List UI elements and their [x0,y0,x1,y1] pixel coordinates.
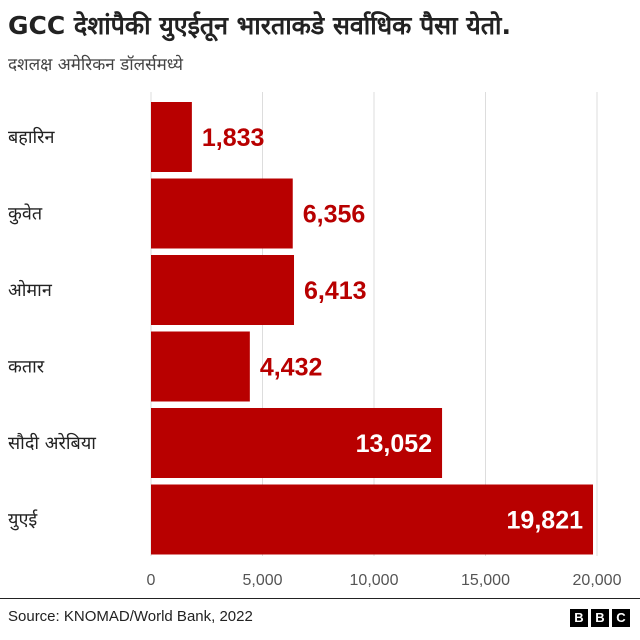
category-label: कतार [8,357,45,378]
footer: Source: KNOMAD/World Bank, 2022 B B C [0,598,640,640]
category-label: सौदी अरेबिया [8,432,96,454]
data-label: 19,821 [507,507,584,535]
bbc-logo-letter-1: B [570,609,588,627]
bbc-logo-letter-2: B [591,609,609,627]
chart-title: GCC देशांपैकी युएईतून भारताकडे सर्वाधिक … [8,11,511,40]
bar [151,178,293,249]
bbc-logo: B B C [570,609,630,627]
data-label: 1,833 [202,124,265,152]
bar [151,408,443,478]
chart-subtitle: दशलक्ष अमेरिकन डॉलर्समध्ये [8,55,184,75]
x-tick-label: 15,000 [461,572,510,589]
bar [151,102,192,172]
category-label: बहारिन [8,126,56,148]
bar [151,484,594,555]
data-label: 13,052 [356,430,432,458]
data-label: 4,432 [260,354,323,382]
bar [151,331,250,402]
data-label: 6,356 [303,201,366,229]
bbc-logo-letter-3: C [612,609,630,627]
category-label: कुवेत [8,203,43,225]
bar-chart: 0 5,000 10,000 15,000 20,000 बहारिन 1,833 कुवेत… [8,92,622,589]
category-label: युएई [8,509,38,531]
data-label: 6,413 [304,277,367,305]
category-label: ओमान [8,279,53,301]
footer-divider [0,598,640,599]
x-tick-label: 0 [147,572,156,589]
source-note: Source: KNOMAD/World Bank, 2022 [8,608,253,625]
bar [151,255,295,325]
x-tick-label: 5,000 [242,572,282,589]
x-tick-label: 10,000 [350,572,399,589]
x-tick-label: 20,000 [573,572,622,589]
